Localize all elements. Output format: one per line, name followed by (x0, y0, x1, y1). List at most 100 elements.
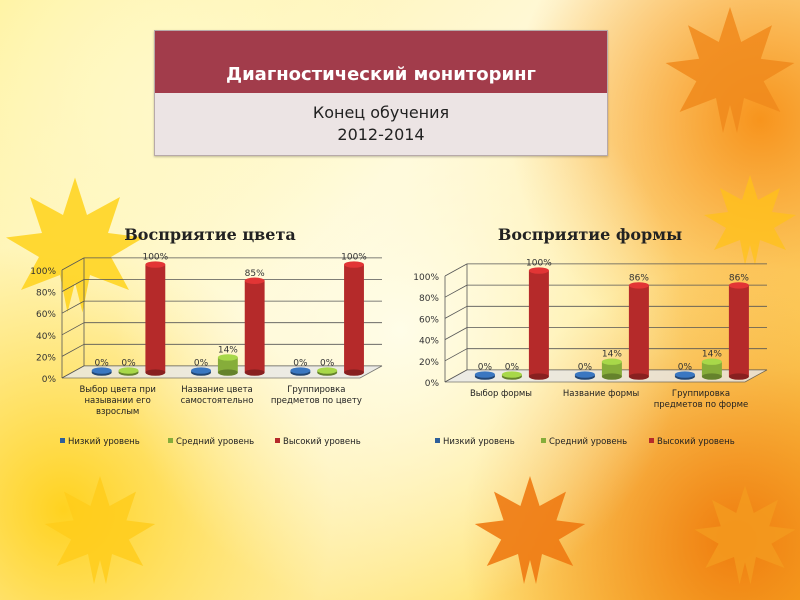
data-label: 86% (629, 273, 649, 283)
y-tick-label: 60% (36, 310, 56, 320)
bar-body (628, 285, 649, 377)
category-label-line: Группировка (672, 389, 730, 399)
bar-1-2-1 (191, 367, 211, 376)
bar-body (344, 264, 364, 373)
legend-label: Средний уровень (549, 437, 627, 447)
data-label: 100% (526, 259, 552, 269)
bar-top (574, 371, 595, 378)
bar-body (601, 361, 622, 377)
bar-body (244, 280, 265, 373)
legend-label: Низкий уровень (443, 437, 515, 447)
gridline-side (61, 343, 85, 357)
subtitle-line-1: Конец обучения (312, 103, 450, 122)
category-label-line: предметов по форме (654, 400, 749, 410)
category-label: Выбор формы (470, 389, 532, 399)
bar-base (601, 373, 622, 380)
data-label: 85% (245, 269, 265, 279)
bar-body (701, 361, 722, 377)
category-label-line: взрослым (96, 407, 139, 417)
maple-leaf-icon (694, 485, 796, 585)
bar-1-2-3 (244, 277, 265, 376)
legend-label: Средний уровень (176, 437, 254, 447)
legend-swatch (435, 438, 440, 443)
category-label: Название цвета самостоятельно (181, 385, 254, 406)
legend-swatch (60, 438, 65, 443)
bar-base (628, 373, 649, 380)
category-label-line: Название цвета (181, 385, 253, 395)
data-label: 0% (95, 359, 110, 369)
bar-top (501, 371, 522, 378)
y-tick-label: 40% (419, 337, 439, 347)
data-label: 100% (341, 253, 367, 263)
bar-2-2-2 (601, 358, 622, 380)
category-label: Группировка предметов по цвету (271, 385, 362, 406)
gridline-side (61, 322, 85, 336)
category-label: Название формы (563, 389, 639, 399)
y-tick-label: 0% (42, 375, 57, 385)
gridline-side (444, 263, 468, 277)
title-bar: Диагностический мониторинг (155, 31, 607, 93)
y-tick-label: 20% (36, 353, 56, 363)
subtitle-line-2: 2012-2014 (337, 125, 425, 144)
bar-2-1-2 (501, 371, 522, 380)
data-label: 0% (194, 359, 209, 369)
bar-base (701, 373, 722, 380)
bar-body (145, 264, 166, 373)
gridline-side (61, 300, 85, 314)
chart-color-perception: Восприятие цвета 0% 20% 40% 60% 80% 100% 0% 0% 10… (30, 225, 383, 447)
category-label-line: самостоятельно (181, 396, 254, 406)
chart-title: Восприятие формы (498, 225, 682, 244)
bar-2-3-2 (701, 358, 722, 380)
bar-top (601, 358, 622, 365)
legend-label: Высокий уровень (657, 437, 735, 447)
bar-top (290, 367, 311, 374)
category-label-line: назывании его (84, 396, 150, 406)
bar-top (528, 267, 549, 274)
y-tick-label: 60% (419, 315, 439, 325)
bar-top (191, 367, 211, 374)
y-tick-label: 100% (30, 267, 56, 277)
title-box: Диагностический мониторинг Конец обучени… (154, 30, 608, 156)
legend-label: Высокий уровень (283, 437, 361, 447)
maple-leaf-icon (44, 476, 156, 584)
bar-1-3-2 (317, 367, 338, 376)
bar-1-1-2 (118, 367, 139, 376)
data-label: 0% (293, 359, 308, 369)
gridline-side (61, 257, 85, 271)
bar-1-2-2 (217, 354, 238, 376)
bar-2-1-3 (528, 267, 549, 380)
y-tick-label: 80% (419, 294, 439, 304)
gridline-side (444, 348, 468, 362)
y-tick-label: 0% (425, 379, 440, 389)
bar-1-3-3 (344, 261, 364, 376)
bar-base (344, 369, 364, 376)
bar-base (145, 369, 166, 376)
bar-top (91, 367, 112, 374)
bar-base (217, 369, 238, 376)
bar-2-3-3 (728, 282, 749, 380)
data-label: 0% (478, 363, 493, 373)
gridline-side (444, 284, 468, 298)
data-label: 14% (702, 350, 722, 360)
bar-base (244, 369, 265, 376)
bar-top (317, 367, 338, 374)
data-label: 14% (218, 345, 238, 355)
slide-title: Диагностический мониторинг (226, 64, 536, 85)
gridline-side (444, 305, 468, 319)
bar-top (217, 354, 238, 361)
bar-top (628, 282, 649, 289)
gridline-side (61, 279, 85, 292)
gridline-side (444, 327, 468, 340)
bar-top (674, 371, 695, 378)
bar-base (528, 373, 549, 380)
bar-2-3-1 (674, 371, 695, 380)
category-label-line: Название формы (563, 389, 639, 399)
bar-2-2-3 (628, 282, 649, 380)
maple-leaf-icon (6, 177, 144, 313)
category-label-line: предметов по цвету (271, 396, 362, 406)
legend-swatch (541, 438, 546, 443)
maple-leaf-icon (474, 476, 586, 584)
data-label: 86% (729, 273, 749, 283)
chart-form-perception: Восприятие формы 0% 20% 40% 60% 80% 100% 0% 0% 10… (413, 225, 768, 447)
category-label-line: Группировка (287, 385, 345, 395)
